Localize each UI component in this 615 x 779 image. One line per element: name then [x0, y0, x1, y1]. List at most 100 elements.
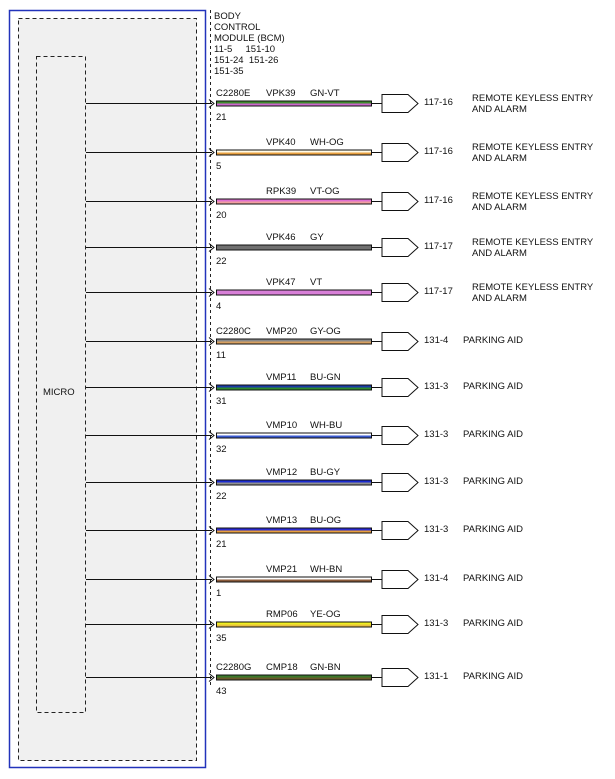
- circuit-row: VMP13 BU-OG 21 131-3 PARKING AID: [86, 515, 523, 550]
- wire-primary-color: [217, 385, 371, 388]
- module-title-line: MODULE (BCM): [214, 33, 285, 44]
- destination-arrow-icon: [381, 192, 419, 211]
- pin-number: 11: [216, 350, 226, 361]
- micro-label: MICRO: [43, 387, 75, 398]
- destination-label: REMOTE KEYLESS ENTRY: [472, 237, 594, 248]
- pin-number: 21: [216, 112, 227, 123]
- destination-arrow-icon: [381, 521, 419, 540]
- wire-primary-color: [217, 480, 371, 483]
- module-ref-line: 151-24 151-26: [214, 55, 278, 66]
- wire-color-code: BU-GN: [310, 372, 341, 383]
- wire-color-code: BU-GY: [310, 467, 341, 478]
- destination-arrow-icon: [381, 473, 419, 492]
- destination-label: PARKING AID: [463, 381, 523, 392]
- destination-label: PARKING AID: [463, 671, 523, 682]
- circuit-row: C2280G CMP18 GN-BN 43 131-1 PARKING AID: [86, 662, 523, 697]
- destination-label: AND ALARM: [472, 153, 527, 164]
- page-reference: 117-16: [424, 97, 453, 108]
- destination-arrow-icon: [381, 283, 419, 302]
- module-page-refs: 11-5 151-10 151-24 151-26 151-35: [0, 0, 292, 77]
- circuit-number: VMP21: [266, 564, 297, 575]
- module-title: BODY CONTROL MODULE (BCM): [214, 11, 285, 44]
- wire-stripe-color: [217, 435, 371, 438]
- circuit-row: RPK39 VT-OG 20 117-16 REMOTE KEYLESS ENTRYAN…: [86, 186, 594, 221]
- wire-primary-color: [217, 577, 371, 580]
- wire-color-code: GN-BN: [310, 662, 341, 673]
- wire-color-code: VT: [310, 277, 322, 288]
- pin-terminal-icon: [208, 197, 215, 206]
- wire-color-code: VT-OG: [310, 186, 340, 197]
- module-title-line: CONTROL: [214, 22, 260, 33]
- circuit-number: VMP12: [266, 467, 297, 478]
- circuit-list: C2280E VPK39 GN-VT 21 117-16 REMOTE KEYLESS E…: [86, 88, 594, 697]
- pin-terminal-icon: [208, 383, 215, 392]
- destination-arrow-icon: [381, 332, 419, 351]
- pin-terminal-icon: [208, 99, 215, 108]
- pin-number: 32: [216, 444, 227, 455]
- destination-arrow-icon: [381, 615, 419, 634]
- destination-label: AND ALARM: [472, 248, 527, 259]
- destination-label: PARKING AID: [463, 524, 523, 535]
- wire-stripe-color: [217, 341, 371, 344]
- connector-id: C2280C: [216, 326, 251, 337]
- destination-label: REMOTE KEYLESS ENTRY: [472, 142, 594, 153]
- pin-terminal-icon: [208, 288, 215, 297]
- wire-stripe-color: [217, 677, 371, 680]
- destination-label: PARKING AID: [463, 573, 523, 584]
- circuit-row: VMP10 WH-BU 32 131-3 PARKING AID: [86, 420, 523, 455]
- circuit-number: VPK40: [266, 137, 296, 148]
- destination-arrow-icon: [381, 238, 419, 257]
- wire-stripe-color: [217, 103, 371, 106]
- wire-primary-color: [217, 622, 371, 625]
- page-reference: 131-3: [424, 618, 448, 629]
- circuit-row: C2280C VMP20 GY-OG 11 131-4 PARKING AID: [86, 326, 523, 361]
- destination-arrow-icon: [381, 94, 419, 113]
- pin-number: 43: [216, 686, 227, 697]
- pin-number: 4: [216, 301, 221, 312]
- circuit-number: RMP06: [266, 609, 298, 620]
- destination-arrow-icon: [381, 378, 419, 397]
- destination-label: REMOTE KEYLESS ENTRY: [472, 282, 594, 293]
- module-ref-line: 11-5 151-10: [214, 44, 275, 55]
- destination-label: REMOTE KEYLESS ENTRY: [472, 93, 594, 104]
- pin-number: 35: [216, 633, 227, 644]
- circuit-number: VMP13: [266, 515, 297, 526]
- wire-color-code: WH-BN: [310, 564, 342, 575]
- wire-stripe-color: [217, 201, 371, 204]
- page-reference: 131-4: [424, 573, 448, 584]
- pin-number: 31: [216, 396, 227, 407]
- pin-terminal-icon: [208, 243, 215, 252]
- pin-terminal-icon: [208, 148, 215, 157]
- circuit-number: VPK39: [266, 88, 296, 99]
- micro-box: [36, 56, 86, 713]
- wire-primary-color: [217, 675, 371, 678]
- wire-stripe-color: [217, 247, 371, 250]
- wire-color-code: WH-OG: [310, 137, 344, 148]
- wire-stripe-color: [217, 482, 371, 485]
- circuit-row: VPK40 WH-OG 5 117-16 REMOTE KEYLESS ENTRYAND…: [86, 137, 594, 172]
- pin-number: 5: [216, 161, 221, 172]
- pin-terminal-icon: [208, 620, 215, 629]
- wire-color-code: GY: [310, 232, 324, 243]
- circuit-row: VMP12 BU-GY 22 131-3 PARKING AID: [86, 467, 523, 502]
- connector-id: C2280G: [216, 662, 251, 673]
- pin-terminal-icon: [208, 431, 215, 440]
- pin-number: 22: [216, 256, 227, 267]
- circuit-number: VMP11: [266, 372, 296, 383]
- page-reference: 131-3: [424, 476, 448, 487]
- wire-primary-color: [217, 245, 371, 248]
- wire-color-code: YE-OG: [310, 609, 341, 620]
- destination-label: REMOTE KEYLESS ENTRY: [472, 191, 594, 202]
- wire-stripe-color: [217, 292, 371, 295]
- destination-label: AND ALARM: [472, 293, 527, 304]
- pin-number: 21: [216, 539, 227, 550]
- wire-color-code: WH-BU: [310, 420, 342, 431]
- wire-color-code: BU-OG: [310, 515, 341, 526]
- destination-arrow-icon: [381, 570, 419, 589]
- circuit-row: VMP21 WH-BN 1 131-4 PARKING AID: [86, 564, 523, 599]
- circuit-number: VPK46: [266, 232, 296, 243]
- destination-label: PARKING AID: [463, 429, 523, 440]
